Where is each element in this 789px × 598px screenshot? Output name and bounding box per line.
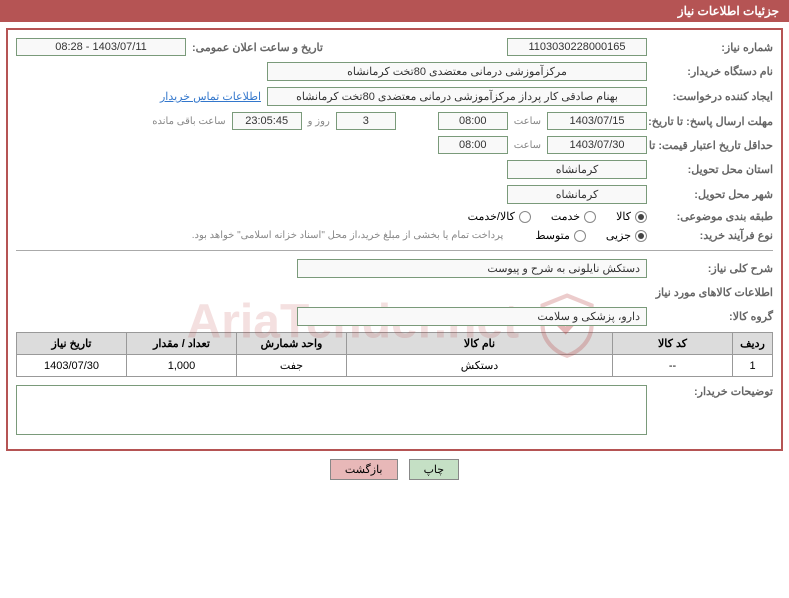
label-purchase-type: نوع فرآیند خرید:	[653, 229, 773, 242]
payment-note: پرداخت تمام یا بخشی از مبلغ خرید،از محل …	[192, 230, 504, 241]
radio-purchase-1[interactable]: متوسط	[535, 229, 586, 242]
row-province: استان محل تحویل: کرمانشاه	[16, 160, 773, 179]
field-validity-date: 1403/07/30	[547, 136, 647, 154]
radio-category-2[interactable]: کالا/خدمت	[468, 210, 531, 223]
row-purchase-type: نوع فرآیند خرید: جزیی متوسط پرداخت تمام …	[16, 229, 773, 242]
print-button[interactable]: چاپ	[409, 459, 460, 480]
label-announce-date: تاریخ و ساعت اعلان عمومی:	[192, 41, 323, 54]
label-category: طبقه بندی موضوعی:	[653, 210, 773, 223]
field-city: کرمانشاه	[507, 185, 647, 204]
label-days-and: روز و	[308, 116, 330, 127]
radio-label: خدمت	[551, 210, 580, 223]
table-row: 1 -- دستکش جفت 1,000 1403/07/30	[17, 355, 773, 377]
table-header-row: ردیف کد کالا نام کالا واحد شمارش تعداد /…	[17, 333, 773, 355]
field-requester: بهنام صادقی کار پرداز مرکزآموزشی درمانی …	[267, 87, 647, 106]
field-buyer-org: مرکزآموزشی درمانی معتضدی 80تخت کرمانشاه	[267, 62, 647, 81]
label-need-number: شماره نیاز:	[653, 41, 773, 54]
field-countdown: 23:05:45	[232, 112, 302, 130]
label-city: شهر محل تحویل:	[653, 188, 773, 201]
field-announce-date: 1403/07/11 - 08:28	[16, 38, 186, 56]
field-province: کرمانشاه	[507, 160, 647, 179]
td-code: --	[613, 355, 733, 377]
radio-icon	[635, 211, 647, 223]
field-deadline-time: 08:00	[438, 112, 508, 130]
td-unit: جفت	[237, 355, 347, 377]
td-row: 1	[733, 355, 773, 377]
label-requester: ایجاد کننده درخواست:	[653, 90, 773, 103]
field-goods-group: دارو، پزشکی و سلامت	[297, 307, 647, 326]
field-buyer-notes	[16, 385, 647, 435]
th-row: ردیف	[733, 333, 773, 355]
th-code: کد کالا	[613, 333, 733, 355]
action-bar: چاپ بازگشت	[0, 459, 789, 480]
divider-1	[16, 250, 773, 251]
radio-icon	[635, 230, 647, 242]
row-overall-desc: شرح کلی نیاز: دستکش نایلونی به شرح و پیو…	[16, 259, 773, 278]
radio-icon	[519, 211, 531, 223]
radio-label: متوسط	[535, 229, 570, 242]
th-name: نام کالا	[347, 333, 613, 355]
label-hour-1: ساعت	[514, 116, 541, 127]
field-need-number: 1103030228000165	[507, 38, 647, 56]
form-container: AriaTender.net شماره نیاز: 1103030228000…	[6, 28, 783, 451]
label-goods-group: گروه کالا:	[653, 310, 773, 323]
page-header: جزئیات اطلاعات نیاز	[0, 0, 789, 22]
row-buyer-org: نام دستگاه خریدار: مرکزآموزشی درمانی معت…	[16, 62, 773, 81]
radio-purchase-0[interactable]: جزیی	[606, 229, 647, 242]
label-buyer-notes: توضیحات خریدار:	[653, 385, 773, 398]
th-qty: تعداد / مقدار	[127, 333, 237, 355]
section-goods-info: اطلاعات کالاهای مورد نیاز	[16, 286, 773, 299]
td-qty: 1,000	[127, 355, 237, 377]
radio-label: کالا/خدمت	[468, 210, 515, 223]
radio-label: جزیی	[606, 229, 631, 242]
radio-label: کالا	[616, 210, 631, 223]
page-title: جزئیات اطلاعات نیاز	[678, 4, 779, 18]
row-requester: ایجاد کننده درخواست: بهنام صادقی کار پرد…	[16, 87, 773, 106]
label-validity: حداقل تاریخ اعتبار قیمت: تا تاریخ:	[653, 139, 773, 152]
label-hour-2: ساعت	[514, 140, 541, 151]
field-overall-desc: دستکش نایلونی به شرح و پیوست	[297, 259, 647, 278]
radio-group-category: کالا خدمت کالا/خدمت	[468, 210, 647, 223]
label-deadline: مهلت ارسال پاسخ: تا تاریخ:	[653, 115, 773, 128]
th-date: تاریخ نیاز	[17, 333, 127, 355]
row-need-number: شماره نیاز: 1103030228000165 تاریخ و ساع…	[16, 38, 773, 56]
th-unit: واحد شمارش	[237, 333, 347, 355]
td-name: دستکش	[347, 355, 613, 377]
label-buyer-org: نام دستگاه خریدار:	[653, 65, 773, 78]
label-overall-desc: شرح کلی نیاز:	[653, 262, 773, 275]
contact-link[interactable]: اطلاعات تماس خریدار	[160, 90, 261, 103]
radio-icon	[584, 211, 596, 223]
field-validity-time: 08:00	[438, 136, 508, 154]
row-validity: حداقل تاریخ اعتبار قیمت: تا تاریخ: 1403/…	[16, 136, 773, 154]
back-button[interactable]: بازگشت	[330, 459, 398, 480]
row-buyer-notes: توضیحات خریدار:	[16, 385, 773, 435]
field-deadline-date: 1403/07/15	[547, 112, 647, 130]
radio-category-1[interactable]: خدمت	[551, 210, 596, 223]
label-province: استان محل تحویل:	[653, 163, 773, 176]
row-goods-group: گروه کالا: دارو، پزشکی و سلامت	[16, 307, 773, 326]
field-days: 3	[336, 112, 396, 130]
td-date: 1403/07/30	[17, 355, 127, 377]
radio-icon	[574, 230, 586, 242]
radio-group-purchase: جزیی متوسط	[535, 229, 647, 242]
row-category: طبقه بندی موضوعی: کالا خدمت کالا/خدمت	[16, 210, 773, 223]
label-remaining: ساعت باقی مانده	[152, 116, 225, 127]
goods-table: ردیف کد کالا نام کالا واحد شمارش تعداد /…	[16, 332, 773, 377]
row-deadline: مهلت ارسال پاسخ: تا تاریخ: 1403/07/15 سا…	[16, 112, 773, 130]
radio-category-0[interactable]: کالا	[616, 210, 647, 223]
row-city: شهر محل تحویل: کرمانشاه	[16, 185, 773, 204]
